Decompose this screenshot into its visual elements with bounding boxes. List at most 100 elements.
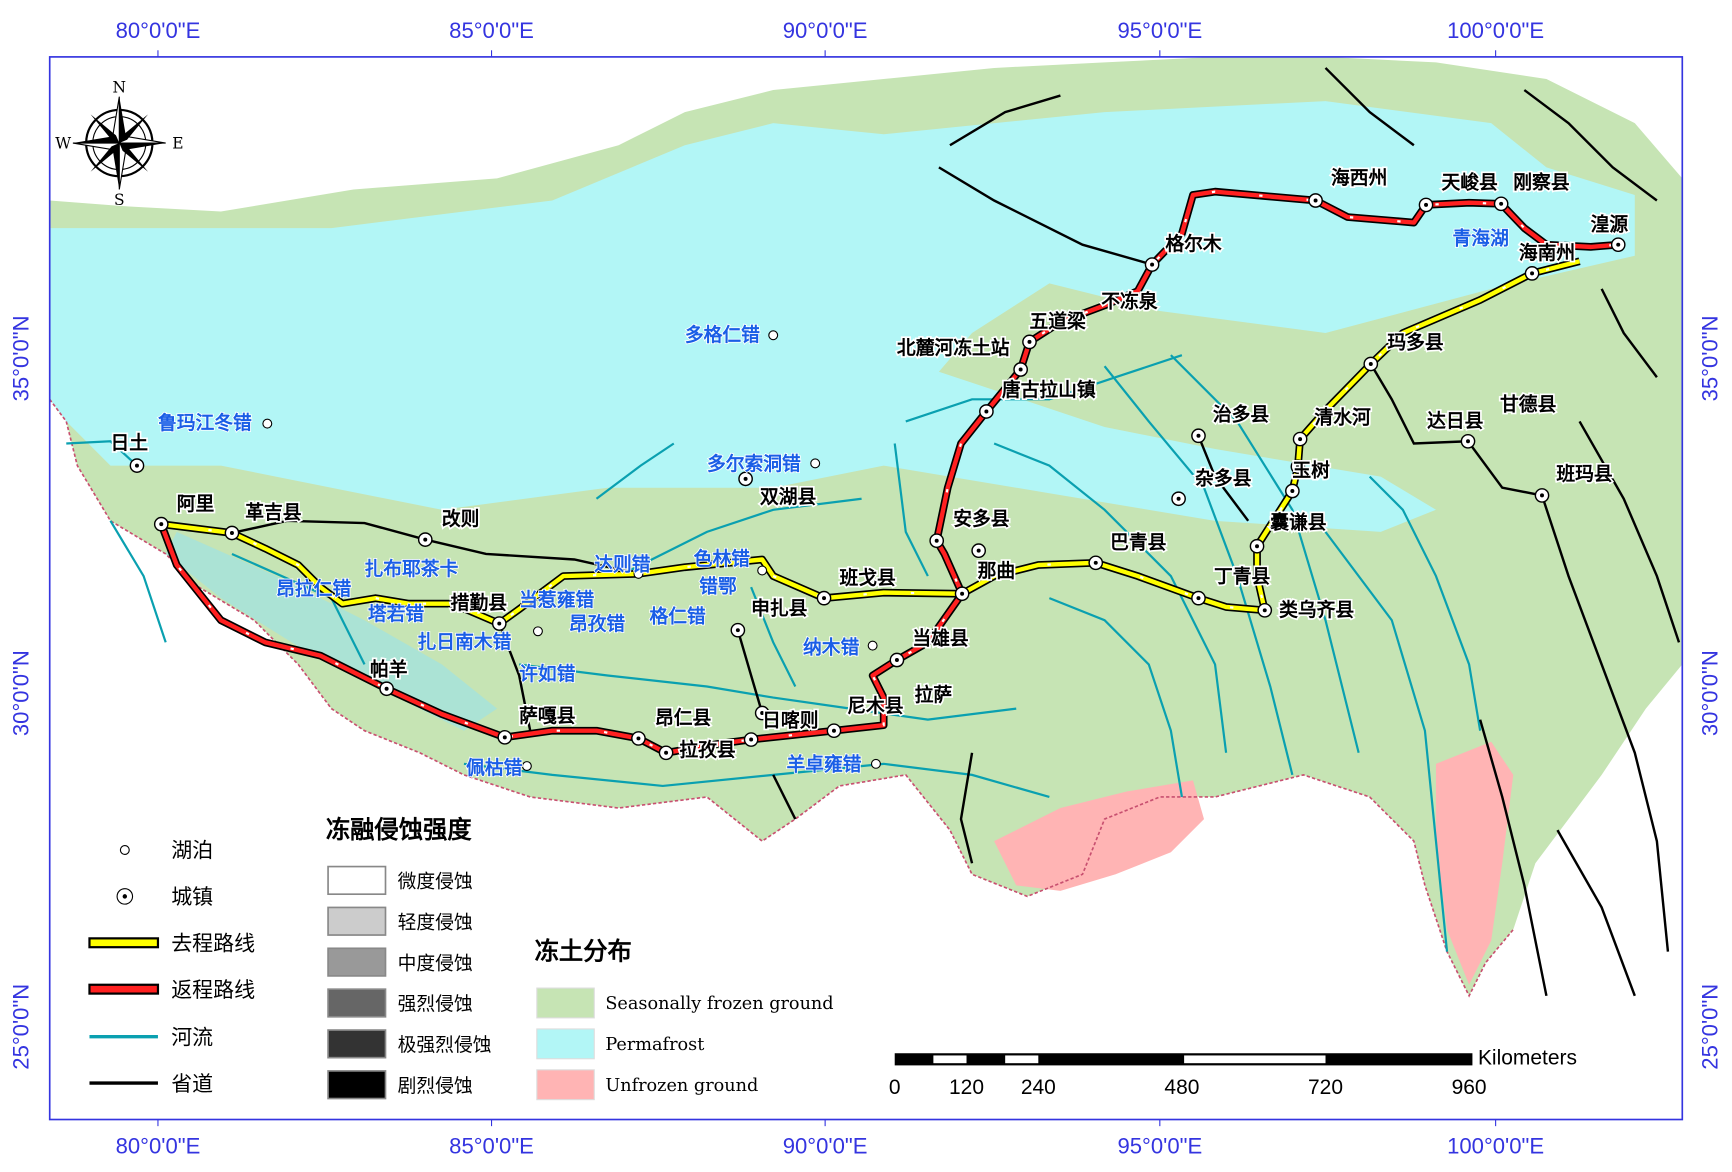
town-marker-dot	[1176, 496, 1181, 501]
river	[893, 443, 929, 577]
river	[750, 586, 797, 688]
town-marker-dot	[822, 596, 827, 601]
lake-label: 格仁错	[650, 604, 707, 627]
lake-label: 色林错	[694, 547, 751, 570]
provincial-road	[1556, 829, 1636, 997]
provincial-road	[938, 166, 1153, 266]
town-marker-dot	[1540, 493, 1544, 498]
legend-label: 去程路线	[171, 932, 255, 956]
town-marker-dot	[1196, 433, 1201, 438]
lake-label: 扎日南木错	[418, 630, 512, 653]
legend-label: 轻度侵蚀	[398, 911, 473, 933]
town-marker-dot	[423, 537, 428, 542]
provincial-roads	[231, 67, 1681, 997]
lake-marker	[558, 667, 569, 678]
legend-label: 剧烈侵蚀	[398, 1075, 473, 1097]
legend-frozen: 冻土分布 Seasonally frozen ground Permafrost U…	[535, 936, 834, 1101]
legend-frozen-title: 冻土分布	[535, 936, 632, 965]
lake-marker	[521, 761, 532, 772]
legend-label: 城镇	[171, 885, 213, 909]
longitude-label-bottom: 95°0'0"E	[1117, 1134, 1202, 1159]
legend-label: 强烈侵蚀	[398, 993, 473, 1015]
town-marker-dot	[1530, 271, 1535, 276]
town-marker-dot	[384, 686, 389, 691]
lake-label: 多格仁错	[685, 323, 760, 346]
lake-label: 鲁玛江冬错	[158, 411, 252, 434]
longitude-label-bottom: 100°0'0"E	[1447, 1134, 1544, 1159]
town-label: 措勤县	[451, 591, 508, 614]
scale-tick-label: 0	[889, 1076, 901, 1099]
town-label: 日喀则	[762, 708, 818, 731]
lake-label: 塔若错	[368, 602, 425, 625]
river	[1048, 597, 1184, 798]
town-marker-dot	[1368, 361, 1373, 366]
compass-south: S	[114, 191, 125, 209]
outbound-route-line	[88, 937, 160, 949]
lake-marker	[870, 758, 881, 769]
north-arrow-compass-icon: N S E W	[55, 78, 183, 209]
legend-swatch	[327, 906, 387, 936]
town-label: 申扎县	[751, 597, 808, 620]
town-marker-dot	[749, 737, 754, 742]
town-marker-dot	[743, 476, 748, 481]
provincial-road	[1600, 288, 1658, 378]
river	[618, 497, 862, 578]
town-label: 那曲	[978, 560, 1016, 582]
lake-label: 扎布耶茶卡	[365, 557, 459, 580]
river	[993, 442, 1228, 753]
town-marker-dot	[934, 538, 939, 543]
permafrost-patch	[165, 531, 498, 731]
longitude-label-bottom: 80°0'0"E	[116, 1134, 201, 1159]
town-marker-dot	[1616, 242, 1621, 247]
town-label: 改则	[442, 507, 480, 530]
legend-swatch	[536, 1069, 595, 1101]
town-label: 拉孜县	[679, 738, 736, 761]
town-marker-dot	[1295, 464, 1300, 469]
legend-erosion-title: 冻融侵蚀强度	[326, 815, 472, 844]
scale-unit: Kilometers	[1478, 1046, 1577, 1069]
legend-swatch	[536, 1028, 595, 1060]
lake-label: 纳木错	[803, 635, 860, 658]
legend-label: 极强烈侵蚀	[398, 1034, 492, 1056]
town-label: 清水河	[1314, 406, 1371, 429]
town-label: 囊谦县	[1269, 511, 1327, 534]
lake-marker	[757, 565, 768, 576]
lake-label: 昂孜错	[569, 612, 626, 635]
town-marker-dot	[159, 522, 164, 527]
town-marker-dot	[831, 728, 836, 733]
legend-swatch	[327, 1070, 387, 1100]
town-marker-dot	[1027, 339, 1032, 344]
town-label: 班戈县	[839, 566, 896, 589]
town-marker-dot	[229, 530, 234, 535]
town-label: 达日县	[1427, 409, 1484, 432]
town-label: 类乌齐县	[1279, 598, 1354, 621]
lake-marker	[867, 640, 878, 651]
compass-north: N	[113, 78, 127, 96]
scale-bar-segment	[1184, 1055, 1326, 1064]
town-label: 巴青县	[1110, 531, 1167, 553]
town-label: 丁青县	[1214, 566, 1271, 588]
town-label: 玛多县	[1387, 331, 1444, 354]
permafrost-region	[49, 101, 1635, 532]
provincial-road	[1197, 435, 1250, 522]
lake-label: 青海湖	[1453, 227, 1509, 250]
unfrozen-region	[994, 780, 1205, 891]
latitude-label-left: 25°0'0"N	[9, 984, 34, 1070]
lake-marker	[768, 330, 779, 341]
legend-label: 微度侵蚀	[398, 871, 473, 893]
provincial-road	[1578, 420, 1681, 643]
lake-marker	[532, 626, 543, 637]
town-label: 玉树	[1292, 459, 1330, 482]
scale-bar-segment	[894, 1053, 1473, 1066]
town-label: 治多县	[1213, 402, 1270, 425]
legend-label: 湖泊	[171, 839, 213, 863]
scale-tick-label: 480	[1164, 1076, 1199, 1099]
town-marker-dot	[1018, 367, 1023, 372]
unfrozen-region	[1435, 741, 1514, 985]
town-marker-dot	[1298, 437, 1303, 442]
legend-label: 河流	[171, 1025, 213, 1049]
